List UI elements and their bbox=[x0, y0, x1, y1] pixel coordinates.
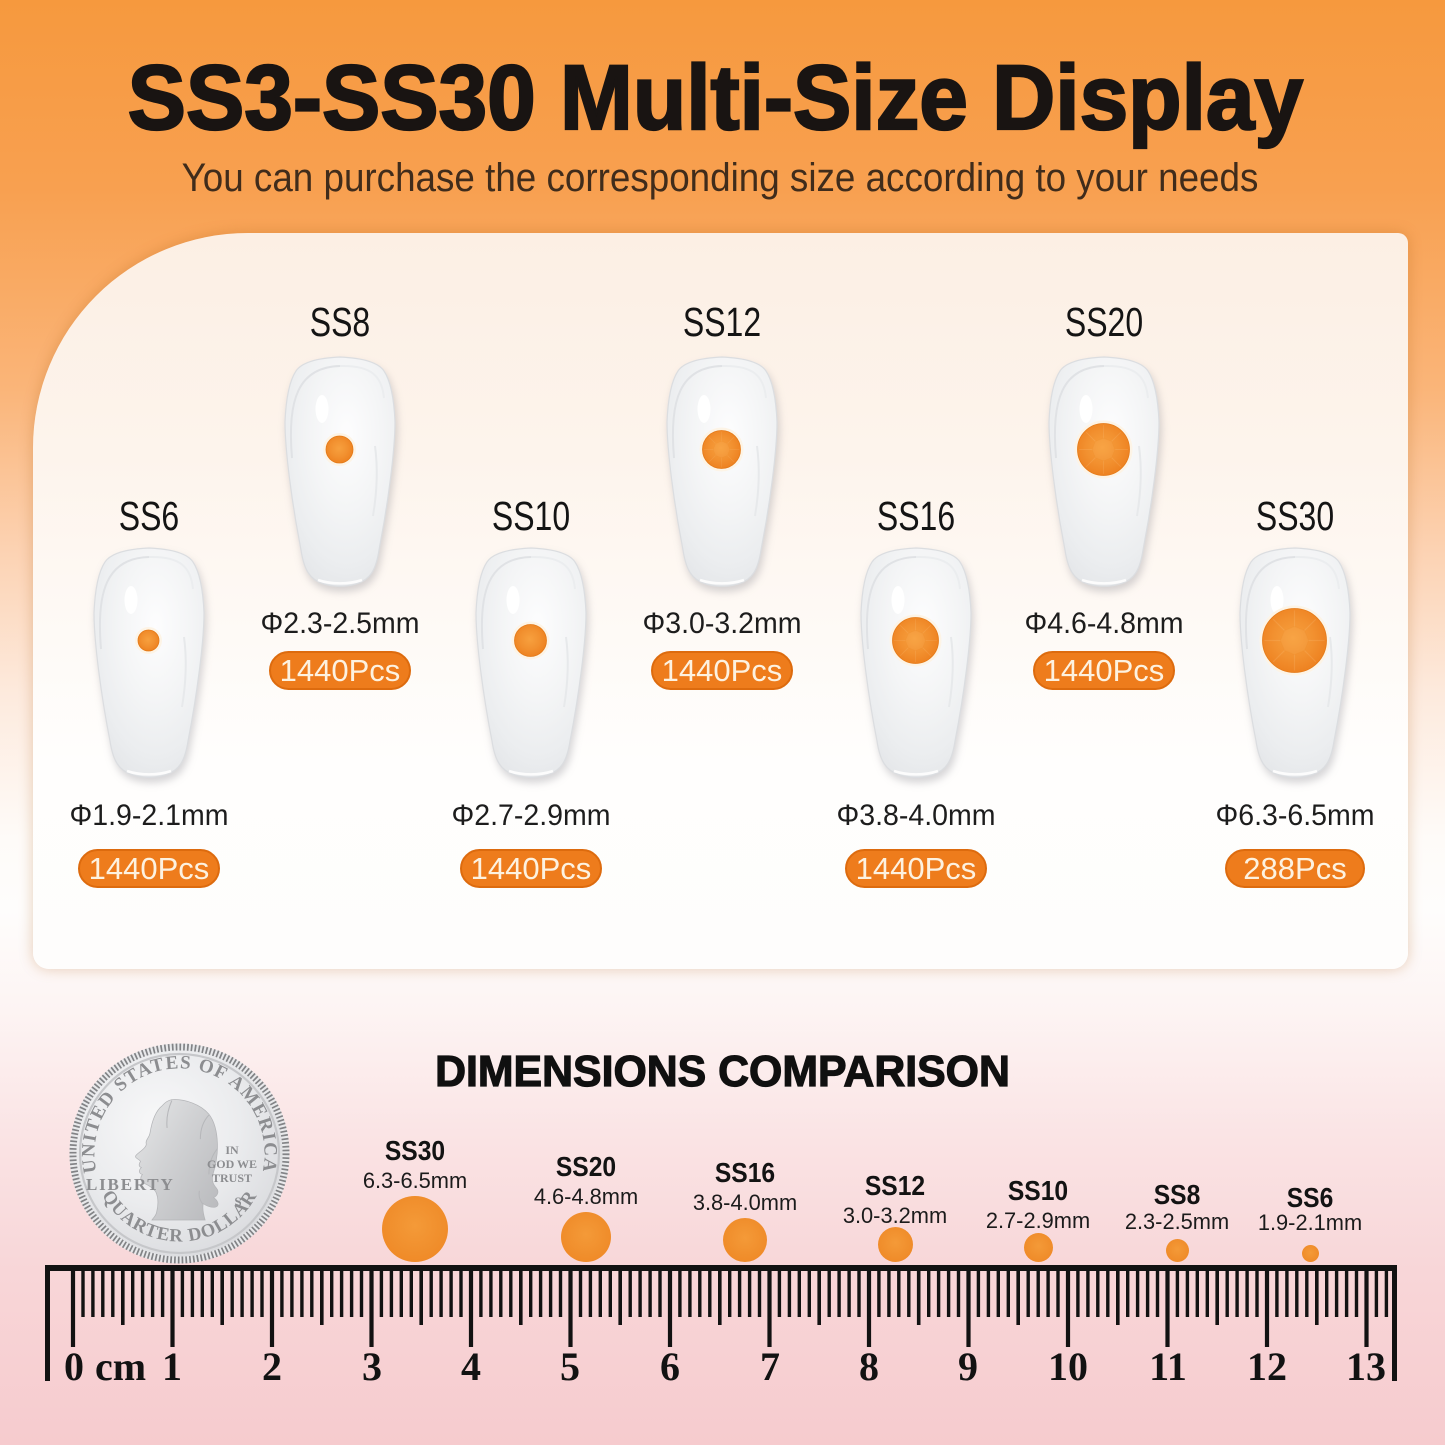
svg-text:1: 1 bbox=[162, 1344, 182, 1389]
svg-text:9: 9 bbox=[958, 1344, 978, 1389]
svg-text:4: 4 bbox=[461, 1344, 481, 1389]
svg-text:12: 12 bbox=[1247, 1344, 1287, 1389]
svg-text:IN: IN bbox=[225, 1143, 239, 1157]
svg-text:13: 13 bbox=[1346, 1344, 1386, 1389]
svg-text:7: 7 bbox=[760, 1344, 780, 1389]
svg-text:5: 5 bbox=[560, 1344, 580, 1389]
svg-text:LIBERTY: LIBERTY bbox=[86, 1175, 175, 1194]
svg-text:TRUST: TRUST bbox=[212, 1171, 252, 1185]
svg-text:0: 0 bbox=[64, 1344, 84, 1389]
svg-text:GOD WE: GOD WE bbox=[207, 1157, 257, 1171]
svg-text:S: S bbox=[234, 1194, 241, 1209]
svg-text:10: 10 bbox=[1048, 1344, 1088, 1389]
svg-text:cm: cm bbox=[95, 1344, 146, 1389]
svg-text:8: 8 bbox=[859, 1344, 879, 1389]
svg-text:6: 6 bbox=[660, 1344, 680, 1389]
svg-text:3: 3 bbox=[362, 1344, 382, 1389]
svg-text:11: 11 bbox=[1149, 1344, 1187, 1389]
svg-text:2: 2 bbox=[262, 1344, 282, 1389]
